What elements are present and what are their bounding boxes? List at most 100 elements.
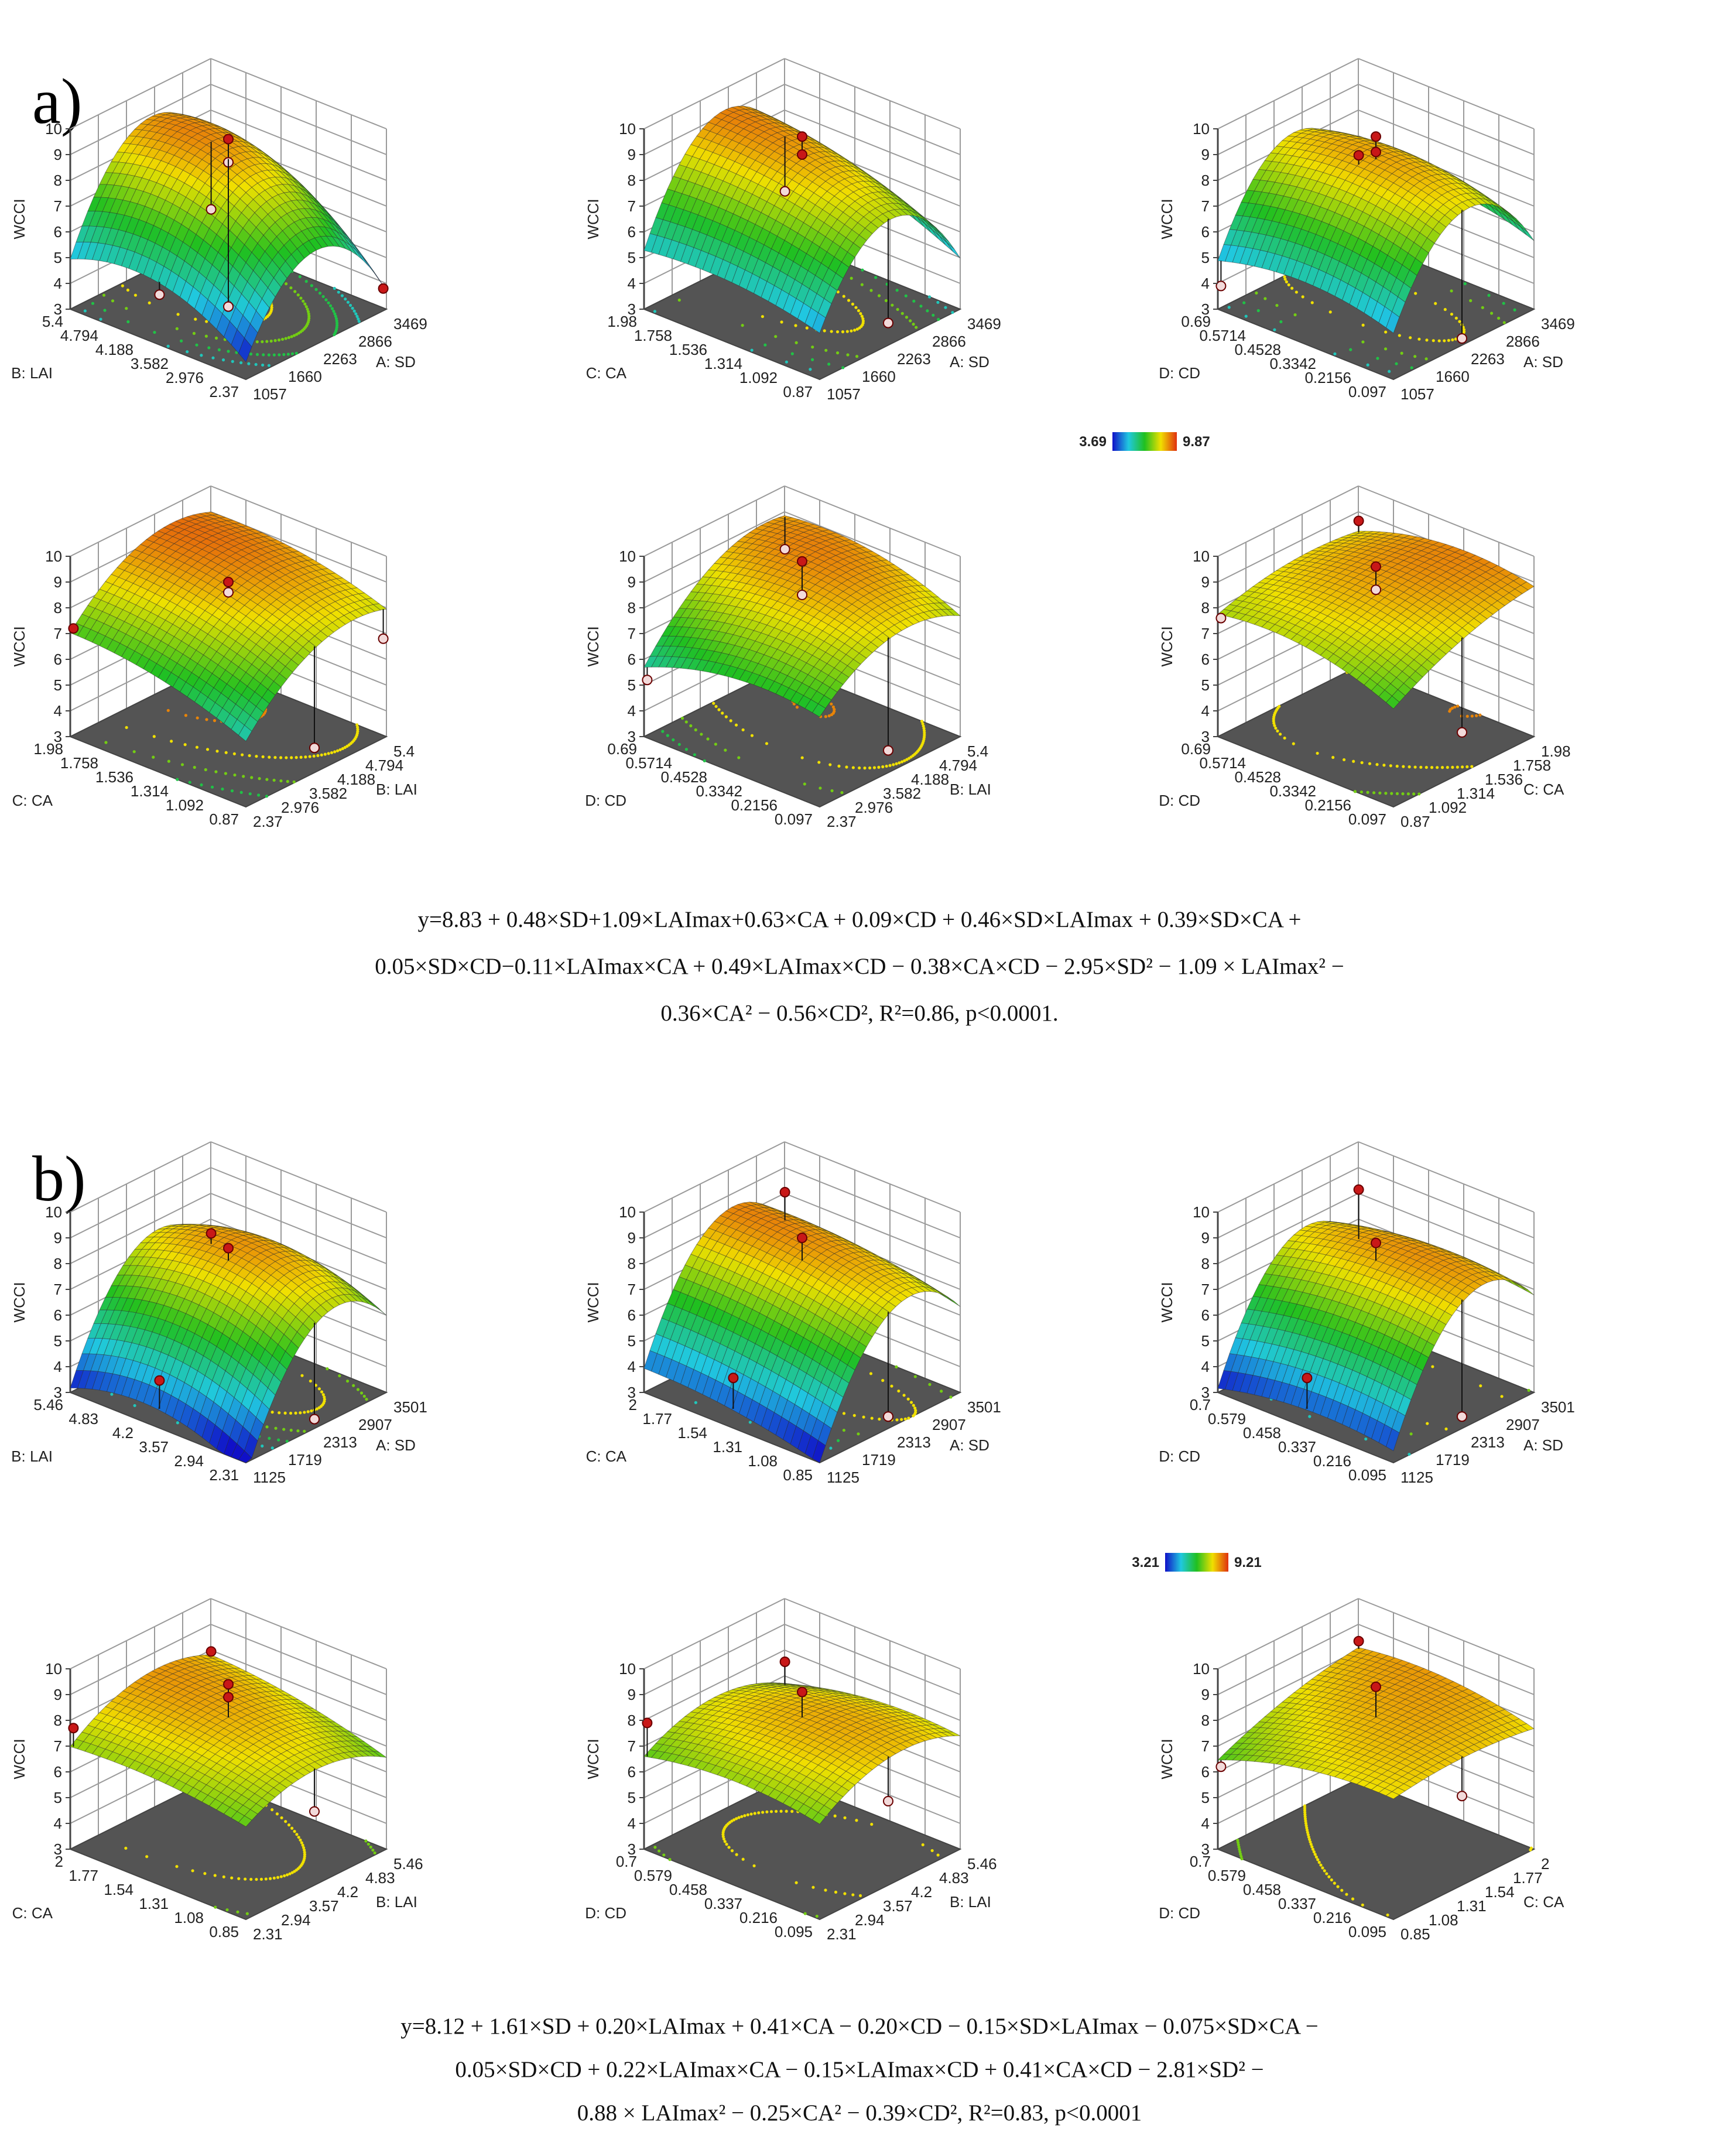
contour-point <box>261 363 265 367</box>
contour-point <box>790 352 794 355</box>
contour-point <box>1227 306 1231 309</box>
contour-point <box>1461 765 1464 769</box>
contour-point <box>712 701 715 705</box>
contour-point <box>803 782 806 786</box>
contour-point <box>103 309 107 312</box>
contour-point <box>354 312 358 316</box>
contour-point <box>261 755 265 759</box>
response-surface <box>70 511 387 742</box>
contour-point <box>308 755 311 758</box>
contour-point <box>214 336 218 340</box>
contour-point <box>102 293 106 297</box>
z-tick-label: 6 <box>628 223 636 241</box>
grid-line <box>210 1167 387 1238</box>
contour-point <box>1414 292 1417 295</box>
contour-point <box>1451 338 1454 341</box>
y-tick-label: 0.097 <box>775 810 813 828</box>
contour-point <box>717 708 721 711</box>
contour-point <box>233 773 237 777</box>
contour-point <box>289 1411 293 1415</box>
contour-point <box>324 298 328 302</box>
contour-point <box>254 362 258 367</box>
contour-point <box>310 284 313 288</box>
contour-point <box>287 336 290 340</box>
x-axis-label: A: SD <box>1523 353 1563 371</box>
contour-point <box>285 1439 289 1443</box>
contour-point <box>892 763 895 766</box>
contour-point <box>661 730 665 733</box>
contour-point <box>306 307 309 311</box>
contour-point <box>200 783 203 787</box>
contour-point <box>794 324 797 327</box>
contour-point <box>183 743 187 747</box>
contour-point <box>1395 764 1399 768</box>
contour-point <box>204 768 207 772</box>
contour-point <box>1470 714 1474 718</box>
contour-point <box>299 296 303 300</box>
contour-point <box>206 748 210 751</box>
contour-point <box>1287 283 1290 287</box>
contour-point <box>831 705 835 709</box>
design-point <box>797 590 807 600</box>
contour-point <box>195 343 198 347</box>
x-tick-label: 1660 <box>288 368 322 385</box>
contour-point <box>258 777 261 781</box>
contour-point <box>186 350 189 354</box>
contour-point <box>1401 792 1405 796</box>
y-axis-label: C: CA <box>12 792 53 809</box>
contour-point <box>1384 330 1388 334</box>
z-tick-label: 7 <box>628 625 636 642</box>
contour-point <box>877 765 881 769</box>
y-tick-label: 1.536 <box>95 768 133 786</box>
contour-point <box>307 312 310 316</box>
contour-point <box>295 351 298 355</box>
contour-point <box>905 316 909 319</box>
contour-point <box>1333 352 1337 355</box>
contour-point <box>1469 299 1473 303</box>
contour-point <box>872 766 876 769</box>
contour-point <box>1360 790 1363 794</box>
contour-point <box>898 761 901 765</box>
contour-point <box>282 1428 286 1431</box>
contour-point <box>278 353 281 357</box>
contour-point <box>1412 792 1416 796</box>
design-point <box>1215 280 1227 292</box>
contour-point <box>1497 316 1501 320</box>
contour-point <box>780 320 783 324</box>
z-tick-label: 9 <box>1201 573 1210 591</box>
y-tick-label: 1.758 <box>60 754 98 772</box>
y-tick-label: 0.097 <box>1348 810 1386 828</box>
contour-point <box>205 718 208 721</box>
contour-point <box>1328 310 1332 314</box>
contour-point <box>126 288 130 292</box>
contour-point <box>224 751 228 754</box>
contour-point <box>734 723 738 727</box>
contour-point <box>265 795 269 798</box>
contour-point <box>1285 280 1289 283</box>
x-axis-label: C: CA <box>1523 781 1564 798</box>
contour-point <box>262 353 265 357</box>
design-point <box>1457 727 1467 738</box>
z-tick-label: 6 <box>1201 223 1210 241</box>
z-tick-label: 8 <box>1201 599 1210 617</box>
contour-point <box>1395 792 1399 795</box>
contour-point <box>286 779 289 783</box>
contour-point <box>179 339 183 343</box>
z-axis-label: WCCI <box>1158 199 1176 239</box>
contour-point <box>175 327 179 330</box>
contour-point <box>273 339 277 343</box>
contour-point <box>352 309 356 313</box>
x-tick-label: 2263 <box>1471 350 1505 368</box>
contour-point <box>207 346 211 350</box>
contour-point <box>857 309 861 313</box>
contour-point <box>204 334 208 338</box>
contour-point <box>1465 714 1469 718</box>
contour-point <box>1443 307 1447 312</box>
contour-point <box>125 307 128 310</box>
contour-point <box>877 294 881 297</box>
contour-point <box>1413 355 1417 358</box>
response-surface <box>70 112 387 362</box>
design-point <box>642 675 653 686</box>
contour-point <box>326 1367 329 1371</box>
